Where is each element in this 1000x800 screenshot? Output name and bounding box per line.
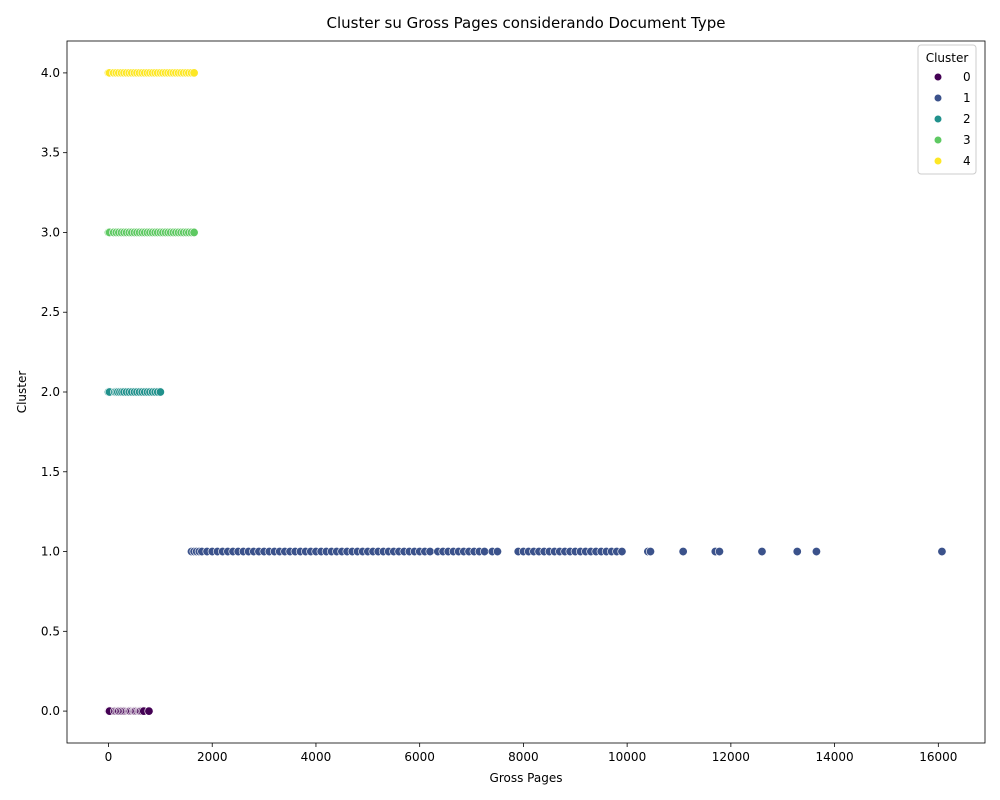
data-point-1-90 — [937, 547, 947, 557]
x-tick-label: 2000 — [197, 750, 228, 764]
y-tick-label: 3.0 — [41, 225, 60, 239]
legend-label-3: 3 — [963, 133, 971, 147]
y-tick-label: 1.5 — [41, 465, 60, 479]
legend-entries: 0 1 2 3 4 — [934, 70, 971, 168]
data-point-1-83 — [645, 547, 655, 557]
x-tick-label: 8000 — [508, 750, 539, 764]
legend-marker-2 — [934, 115, 942, 123]
data-point-1-87 — [757, 547, 767, 557]
chart-title: Cluster su Gross Pages considerando Docu… — [327, 14, 726, 32]
data-point-1-84 — [678, 547, 688, 557]
x-tick-label: 12000 — [712, 750, 750, 764]
data-point-2-21 — [155, 387, 165, 397]
legend-title: Cluster — [926, 51, 969, 65]
y-axis-label: Cluster — [15, 371, 29, 414]
y-tick-label: 2.0 — [41, 385, 60, 399]
legend-label-2: 2 — [963, 112, 971, 126]
x-tick-label: 0 — [105, 750, 113, 764]
data-point-1-89 — [811, 547, 821, 557]
x-tick-label: 6000 — [404, 750, 435, 764]
data-point-4-33 — [189, 68, 199, 78]
legend-marker-4 — [934, 157, 942, 165]
data-points — [103, 68, 947, 716]
legend-marker-1 — [934, 94, 942, 102]
data-point-1-88 — [792, 547, 802, 557]
data-point-1-81 — [617, 547, 627, 557]
x-axis: 0 2000 4000 6000 8000 10000 12000 14000 16000 — [105, 743, 957, 764]
data-point-1-48 — [425, 547, 435, 557]
data-point-1-60 — [492, 547, 502, 557]
x-tick-label: 16000 — [919, 750, 957, 764]
legend-box — [917, 44, 977, 175]
legend-marker-3 — [934, 136, 942, 144]
x-tick-label: 4000 — [301, 750, 332, 764]
legend: Cluster 0 1 2 3 4 — [917, 44, 977, 175]
y-tick-label: 2.5 — [41, 305, 60, 319]
data-point-0-25 — [144, 706, 154, 716]
y-axis: 0.0 0.5 1.0 1.5 2.0 2.5 3.0 3.5 4.0 — [41, 66, 67, 718]
x-tick-label: 14000 — [815, 750, 853, 764]
legend-label-0: 0 — [963, 70, 971, 84]
data-point-3-33 — [189, 227, 199, 237]
data-point-1-58 — [480, 547, 490, 557]
y-tick-label: 3.5 — [41, 146, 60, 160]
y-tick-label: 0.5 — [41, 624, 60, 638]
y-tick-label: 1.0 — [41, 545, 60, 559]
legend-label-1: 1 — [963, 91, 971, 105]
data-point-1-86 — [714, 547, 724, 557]
legend-label-4: 4 — [963, 154, 971, 168]
x-tick-label: 10000 — [608, 750, 646, 764]
plot-area — [67, 41, 985, 743]
legend-marker-0 — [934, 73, 942, 81]
x-axis-label: Gross Pages — [490, 771, 563, 785]
y-tick-label: 0.0 — [41, 704, 60, 718]
y-tick-label: 4.0 — [41, 66, 60, 80]
